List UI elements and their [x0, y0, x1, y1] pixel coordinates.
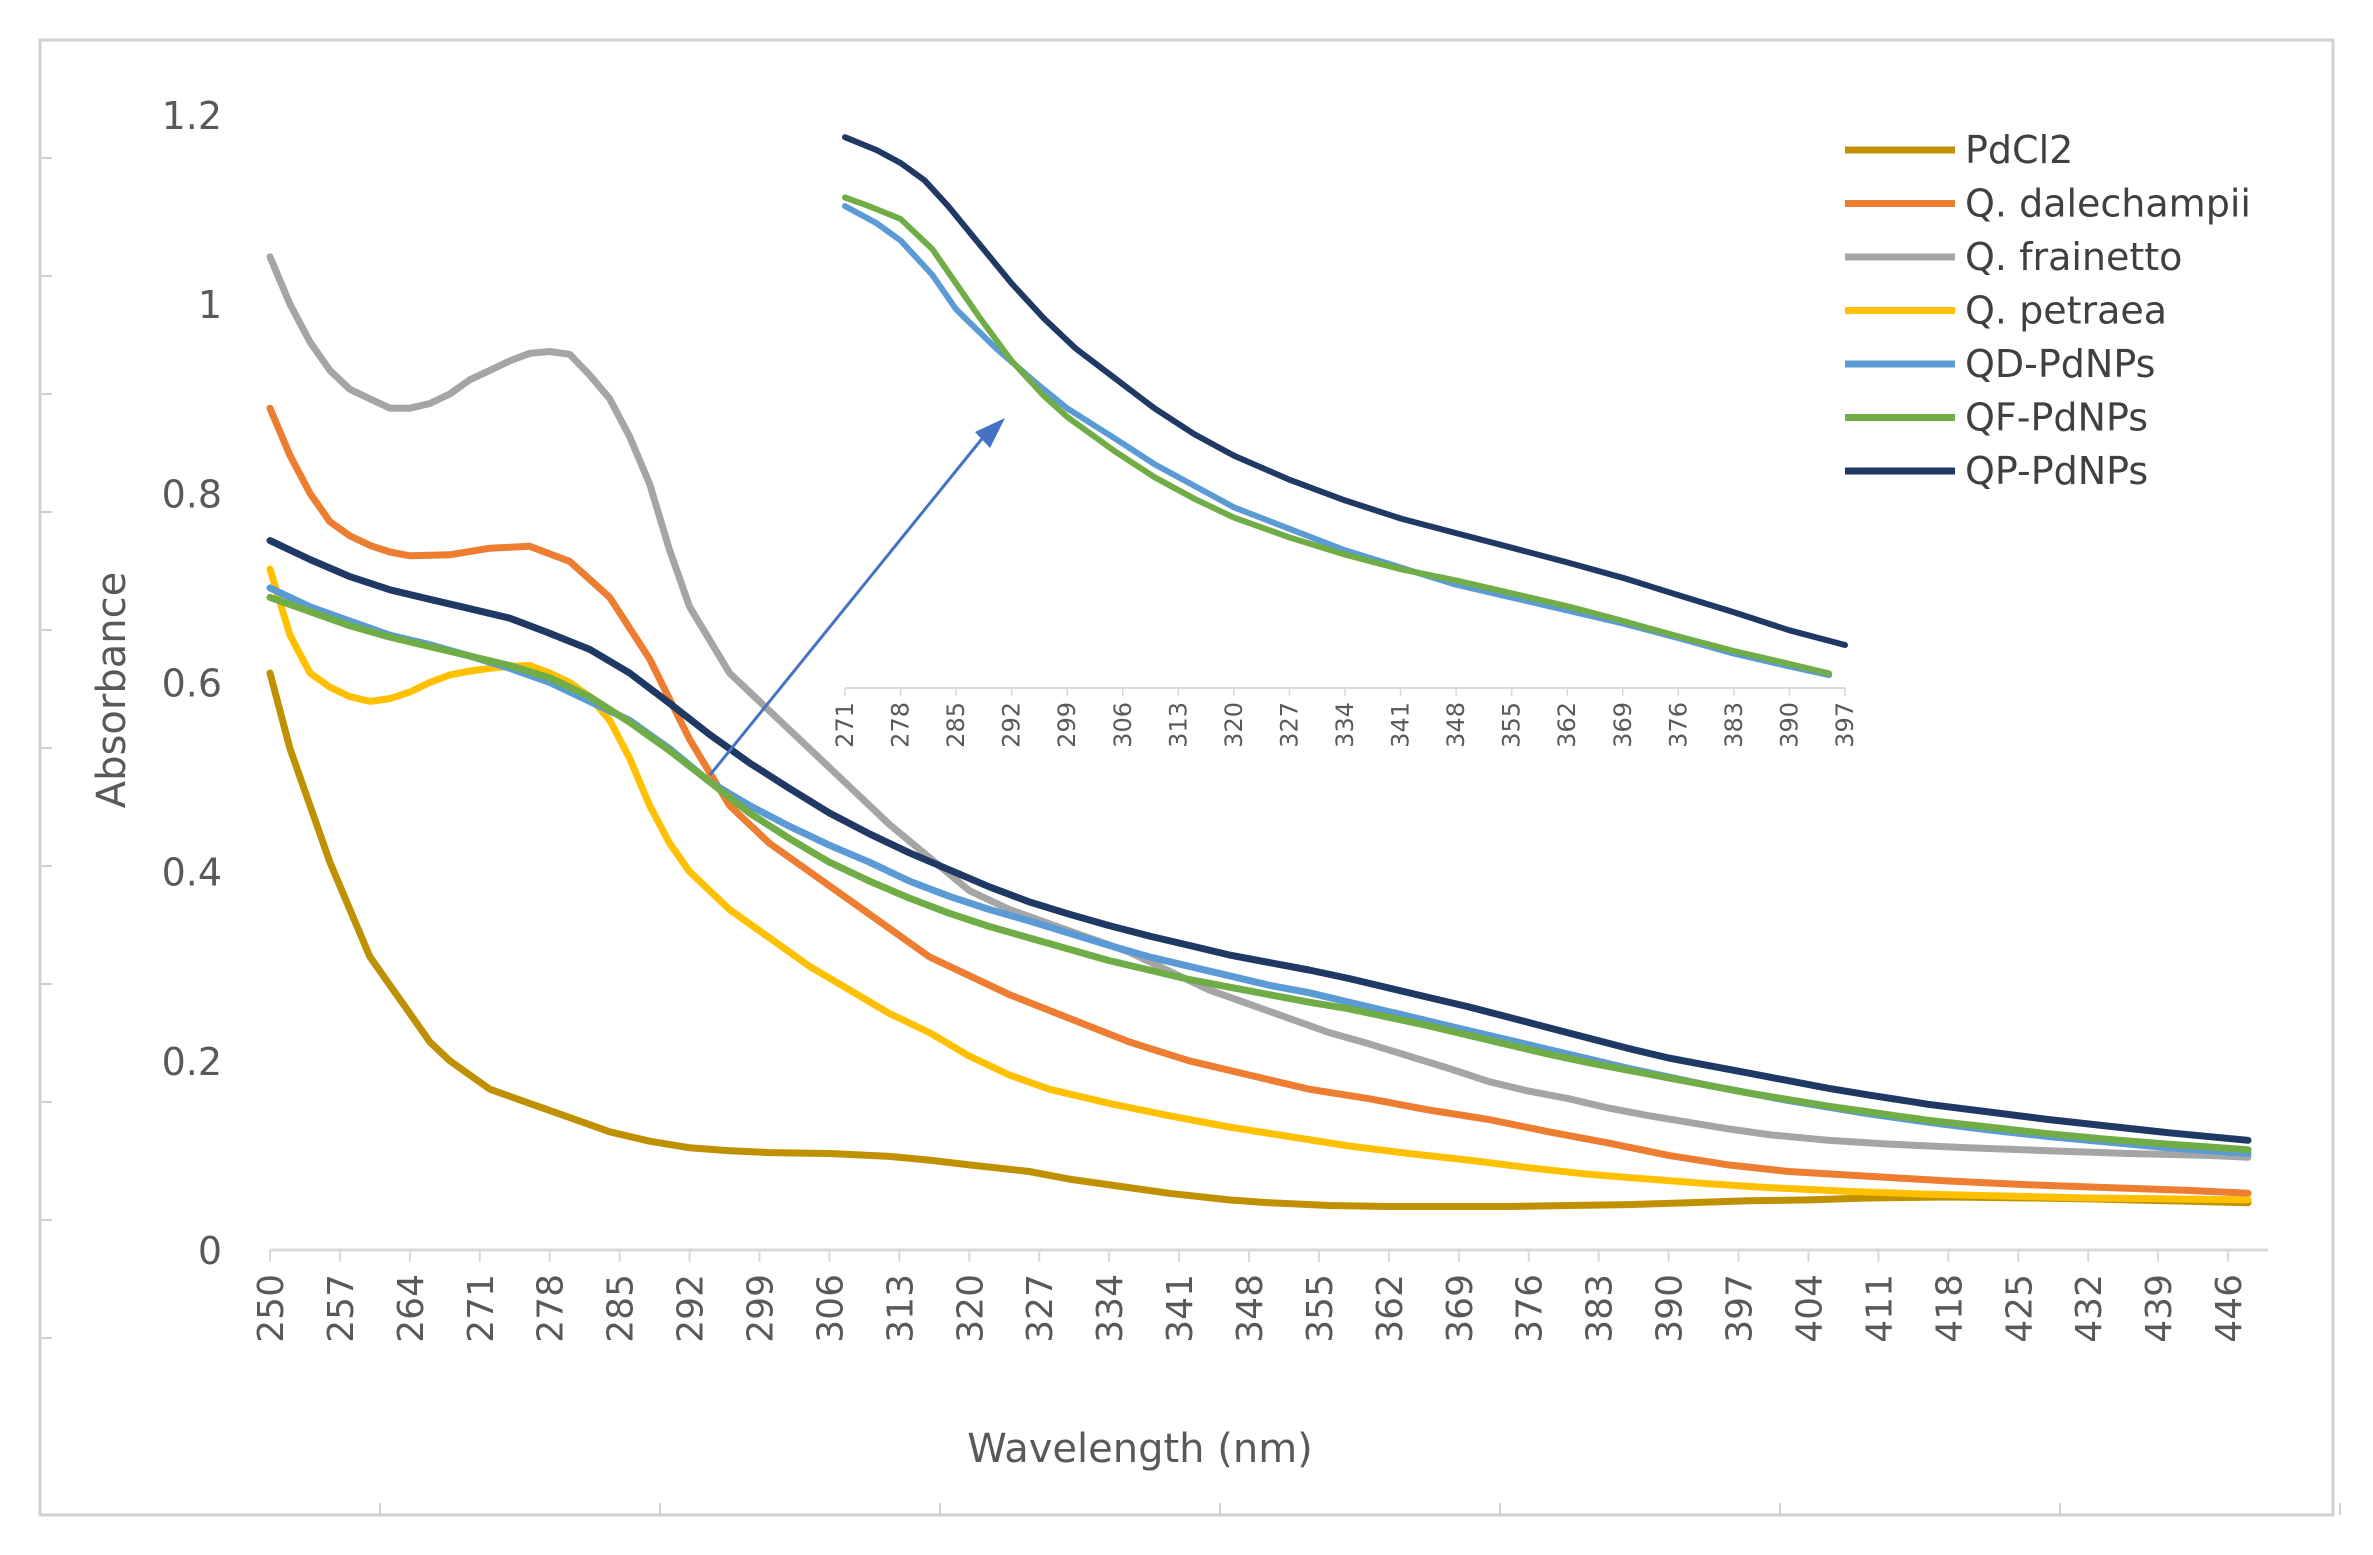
inset-x-tick-label: 397 [1831, 702, 1859, 748]
x-tick-label: 369 [1440, 1274, 1481, 1343]
x-tick-label: 306 [810, 1274, 851, 1343]
x-tick-label: 271 [461, 1274, 502, 1343]
arrow-head-icon [975, 418, 1005, 448]
x-tick-label: 418 [1929, 1274, 1970, 1343]
x-tick-label: 327 [1020, 1274, 1061, 1343]
series-line-q-dalechampii [266, 404, 2252, 1197]
x-tick-label: 404 [1789, 1274, 1830, 1343]
series-line-pdcl2 [266, 669, 2252, 1210]
inset-x-tick-label: 390 [1775, 702, 1803, 748]
y-tick-label: 0.8 [162, 472, 222, 516]
inset-x-tick-label: 376 [1664, 702, 1692, 748]
inset-x-tick-label: 355 [1498, 702, 1526, 748]
x-axis-title: Wavelength (nm) [967, 1426, 1313, 1472]
x-tick-label: 355 [1300, 1274, 1341, 1343]
x-tick-label: 390 [1650, 1274, 1691, 1343]
y-tick-label: 0.2 [162, 1040, 222, 1084]
inset-x-tick-label: 278 [887, 702, 915, 748]
legend-label: QF-PdNPs [1965, 396, 2148, 440]
y-tick-label: 1.2 [162, 94, 222, 138]
x-tick-label: 257 [321, 1274, 362, 1343]
series-line-qp-pdnps [266, 537, 2252, 1144]
x-tick-label: 250 [251, 1274, 292, 1343]
inset-chart: 271 278 285 292 299 306 313 320 327 334 341 348 355 3… [831, 120, 1859, 748]
series-line-q-petraea [266, 565, 2252, 1204]
x-tick-label: 383 [1580, 1274, 1621, 1343]
x-tick-label: 278 [531, 1274, 572, 1343]
inset-x-tick-label: 369 [1609, 702, 1637, 748]
legend-label: Q. petraea [1965, 289, 2167, 333]
legend-label: PdCl2 [1965, 128, 2073, 172]
inset-x-tick-label: 334 [1331, 702, 1359, 748]
y-axis-title: Absorbance [89, 572, 135, 808]
y-tick-label: 1 [198, 283, 222, 327]
inset-arrow-line [708, 434, 987, 776]
x-tick-label: 264 [391, 1274, 432, 1343]
y-tick-label: 0 [198, 1229, 222, 1273]
inset-x-tick-label: 271 [831, 702, 859, 748]
x-tick-label: 425 [1999, 1274, 2040, 1343]
x-tick-label: 376 [1510, 1274, 1551, 1343]
x-tick-label: 299 [741, 1274, 782, 1343]
x-tick-label: 446 [2209, 1274, 2250, 1343]
x-tick-label: 362 [1370, 1274, 1411, 1343]
inset-x-tick-label: 285 [942, 702, 970, 748]
x-tick-label: 341 [1160, 1274, 1201, 1343]
frame-ticks [40, 39, 2341, 1515]
legend-label: QP-PdNPs [1965, 449, 2148, 493]
inset-x-tick-label: 341 [1387, 702, 1415, 748]
x-tick-label: 439 [2139, 1274, 2180, 1343]
inset-x-tick-label: 348 [1442, 702, 1470, 748]
legend: PdCl2 Q. dalechampii Q. frainetto Q. petrae… [1845, 128, 2251, 493]
inset-x-tick-label: 383 [1720, 702, 1748, 748]
legend-label: QD-PdNPs [1965, 342, 2155, 386]
inset-series-line-qf-pdnps [842, 194, 1833, 677]
x-tick-label: 397 [1720, 1274, 1761, 1343]
x-tick-label: 432 [2069, 1274, 2110, 1343]
x-tick-label: 411 [1859, 1274, 1900, 1343]
legend-label: Q. frainetto [1965, 235, 2182, 279]
series-line-qf-pdnps [266, 593, 2252, 1154]
inset-x-tick-label: 362 [1553, 702, 1581, 748]
inset-x-tick-label: 320 [1220, 702, 1248, 748]
x-tick-label: 348 [1230, 1274, 1271, 1343]
x-tick-label: 285 [601, 1274, 642, 1343]
inset-x-tick-label: 313 [1164, 702, 1192, 748]
x-tick-label: 292 [671, 1274, 712, 1343]
x-tick-label: 334 [1090, 1274, 1131, 1343]
legend-label: Q. dalechampii [1965, 182, 2251, 226]
x-tick-label: 313 [880, 1274, 921, 1343]
x-tick-label: 320 [950, 1274, 991, 1343]
inset-x-tick-label: 292 [998, 702, 1026, 748]
inset-x-tick-label: 327 [1275, 702, 1303, 748]
inset-series-line-qp-pdnps [842, 134, 1848, 648]
y-tick-label: 0.6 [162, 662, 222, 706]
main-series [266, 253, 2252, 1210]
main-axis: 0 0.2 0.4 0.6 0.8 1 1.2 250 257 264 271 278 285 292 29… [162, 94, 2268, 1343]
inset-x-tick-label: 306 [1109, 702, 1137, 748]
inset-x-tick-label: 299 [1053, 702, 1081, 748]
y-tick-label: 0.4 [162, 851, 222, 895]
